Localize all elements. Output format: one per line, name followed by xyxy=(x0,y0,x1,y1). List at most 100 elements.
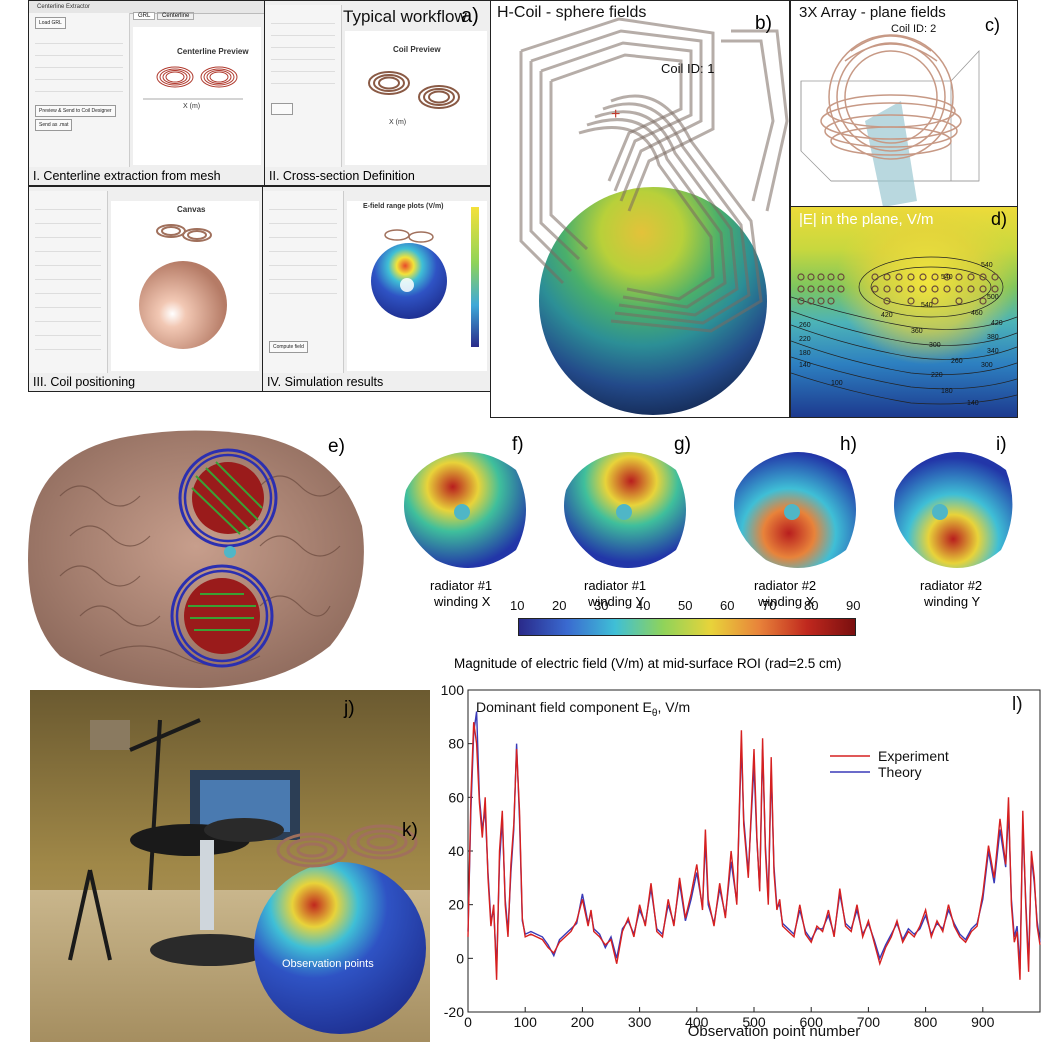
step-3-sidebar xyxy=(29,191,108,373)
ui-field[interactable] xyxy=(269,271,337,280)
ui-field[interactable] xyxy=(269,229,337,238)
preview-send-button[interactable]: Preview & Send to Coil Designer xyxy=(35,105,116,117)
colorbar-tick-label: 70 xyxy=(762,598,777,613)
colorbar xyxy=(518,618,856,636)
coil-preview-plot: Coil Preview X (m) xyxy=(345,31,487,165)
panel-i-label: i) xyxy=(996,434,1007,455)
ui-field[interactable] xyxy=(35,299,101,308)
workflow-title: Typical workflow xyxy=(343,7,467,26)
ui-field[interactable] xyxy=(35,35,123,44)
step-1-sidebar: Load GRL Preview & Send to Coil Designer… xyxy=(29,13,130,167)
step-2-sidebar xyxy=(265,5,342,167)
contour-label: 100 xyxy=(831,380,843,387)
field-map-f xyxy=(404,452,526,568)
panel-j-label: j) xyxy=(344,698,355,719)
array-plane-render xyxy=(800,34,980,207)
field-map-g xyxy=(564,452,686,568)
legend-label: Experiment xyxy=(878,748,949,764)
ui-field[interactable] xyxy=(35,59,123,68)
step-3-caption: III. Coil positioning xyxy=(33,375,136,389)
efield-plot: E-field range plots (V/m) xyxy=(347,201,487,371)
panel-c-array: 3X Array - plane fields Coil ID: 2 c) xyxy=(790,0,1018,208)
ui-field[interactable] xyxy=(269,201,337,210)
x-tick-label: 200 xyxy=(571,1014,595,1030)
contour-label: 300 xyxy=(929,342,941,349)
ui-field[interactable] xyxy=(35,285,101,294)
colorbar-ticks: 10 20 30 40 50 60 70 80 90 xyxy=(510,598,860,634)
x-tick-label: 400 xyxy=(685,1014,709,1030)
step-4-window: Compute field E-field range plots (V/m) … xyxy=(262,186,492,392)
ui-field[interactable] xyxy=(35,327,101,336)
panel-b-hcoil: H-Coil - sphere fields b) + Coil ID: 1 xyxy=(490,0,790,418)
panel-f-label: f) xyxy=(512,434,524,455)
ui-field[interactable] xyxy=(269,257,337,266)
ui-field[interactable] xyxy=(35,47,123,56)
ui-field[interactable] xyxy=(35,341,101,350)
legend-label: Theory xyxy=(878,764,922,780)
contour-map: 540 540 540 500 460 420 380 340 300 260 … xyxy=(791,207,1017,417)
ui-field[interactable] xyxy=(35,271,101,280)
ui-field[interactable] xyxy=(271,63,335,72)
panel-a-workflow: Centerline Extractor Load GRL Preview & … xyxy=(28,0,492,392)
contour-label: 340 xyxy=(987,348,999,355)
ui-field[interactable] xyxy=(35,201,101,210)
contour-label: 260 xyxy=(951,358,963,365)
step-3-window: Canvas III. Coil positioning xyxy=(28,186,264,392)
x-axis-label: X (m) xyxy=(183,103,201,110)
colorbar-tick-label: 40 xyxy=(636,598,651,613)
ui-field[interactable] xyxy=(35,313,101,322)
ui-field[interactable] xyxy=(271,51,335,60)
centerline-plot: Centerline Preview X (m) xyxy=(133,27,261,165)
brain-render xyxy=(28,430,364,688)
tab-centerline[interactable]: Centerline xyxy=(157,12,195,20)
ui-field[interactable] xyxy=(35,257,101,266)
ui-field[interactable] xyxy=(271,75,335,84)
ui-field[interactable] xyxy=(35,243,101,252)
y-tick-label: 80 xyxy=(448,736,464,752)
x-tick-label: 800 xyxy=(914,1014,938,1030)
ui-field[interactable] xyxy=(269,215,337,224)
ui-field[interactable] xyxy=(35,229,101,238)
y-tick-label: 0 xyxy=(456,950,464,966)
load-grl-button[interactable]: Load GRL xyxy=(35,17,66,29)
contour-label: 140 xyxy=(799,362,811,369)
send-mat-button[interactable]: Send as .mat xyxy=(35,119,73,131)
field-map-i xyxy=(894,452,1013,568)
panel-l-label: l) xyxy=(1012,694,1023,715)
ui-field[interactable] xyxy=(271,27,335,36)
y-tick-label: 20 xyxy=(448,897,464,913)
panel-c-title: 3X Array - plane fields xyxy=(799,4,946,21)
ui-field[interactable] xyxy=(35,215,101,224)
contour-label: 460 xyxy=(971,310,983,317)
observation-points-label: Observation points xyxy=(282,958,374,970)
ui-field[interactable] xyxy=(35,83,123,92)
plot-title: Coil Preview xyxy=(393,45,441,54)
caption-h-line1: radiator #2 xyxy=(754,578,817,593)
compute-field-button[interactable]: Compute field xyxy=(269,341,308,353)
ui-field[interactable] xyxy=(271,15,335,24)
caption-g-line2: winding Y xyxy=(588,594,645,609)
ui-field[interactable] xyxy=(269,285,337,294)
contour-label: 420 xyxy=(881,312,893,319)
step-1-window: Centerline Extractor Load GRL Preview & … xyxy=(28,0,266,186)
series xyxy=(467,711,1041,980)
ui-field[interactable] xyxy=(269,243,337,252)
colorbar-tick-label: 20 xyxy=(552,598,567,613)
step-2-button[interactable] xyxy=(271,103,293,115)
sphere-with-coil xyxy=(139,224,227,349)
step-2-caption: II. Cross-section Definition xyxy=(269,169,415,183)
radiator-2 xyxy=(170,564,274,668)
step-1-tabs: GRL Centerline xyxy=(133,12,195,20)
ui-field[interactable] xyxy=(35,71,123,80)
y-tick-label: 60 xyxy=(448,789,464,805)
centerline-coils xyxy=(143,66,243,100)
plot-title: Centerline Preview xyxy=(177,47,249,56)
lab-photo xyxy=(30,690,430,1042)
tab-grl[interactable]: GRL xyxy=(133,12,156,20)
panel-c-label: c) xyxy=(985,15,1000,35)
caption-i-line1: radiator #2 xyxy=(920,578,983,593)
y-tick-label: 40 xyxy=(448,843,464,859)
ui-field[interactable] xyxy=(271,39,335,48)
panel-e-label: e) xyxy=(328,436,345,457)
